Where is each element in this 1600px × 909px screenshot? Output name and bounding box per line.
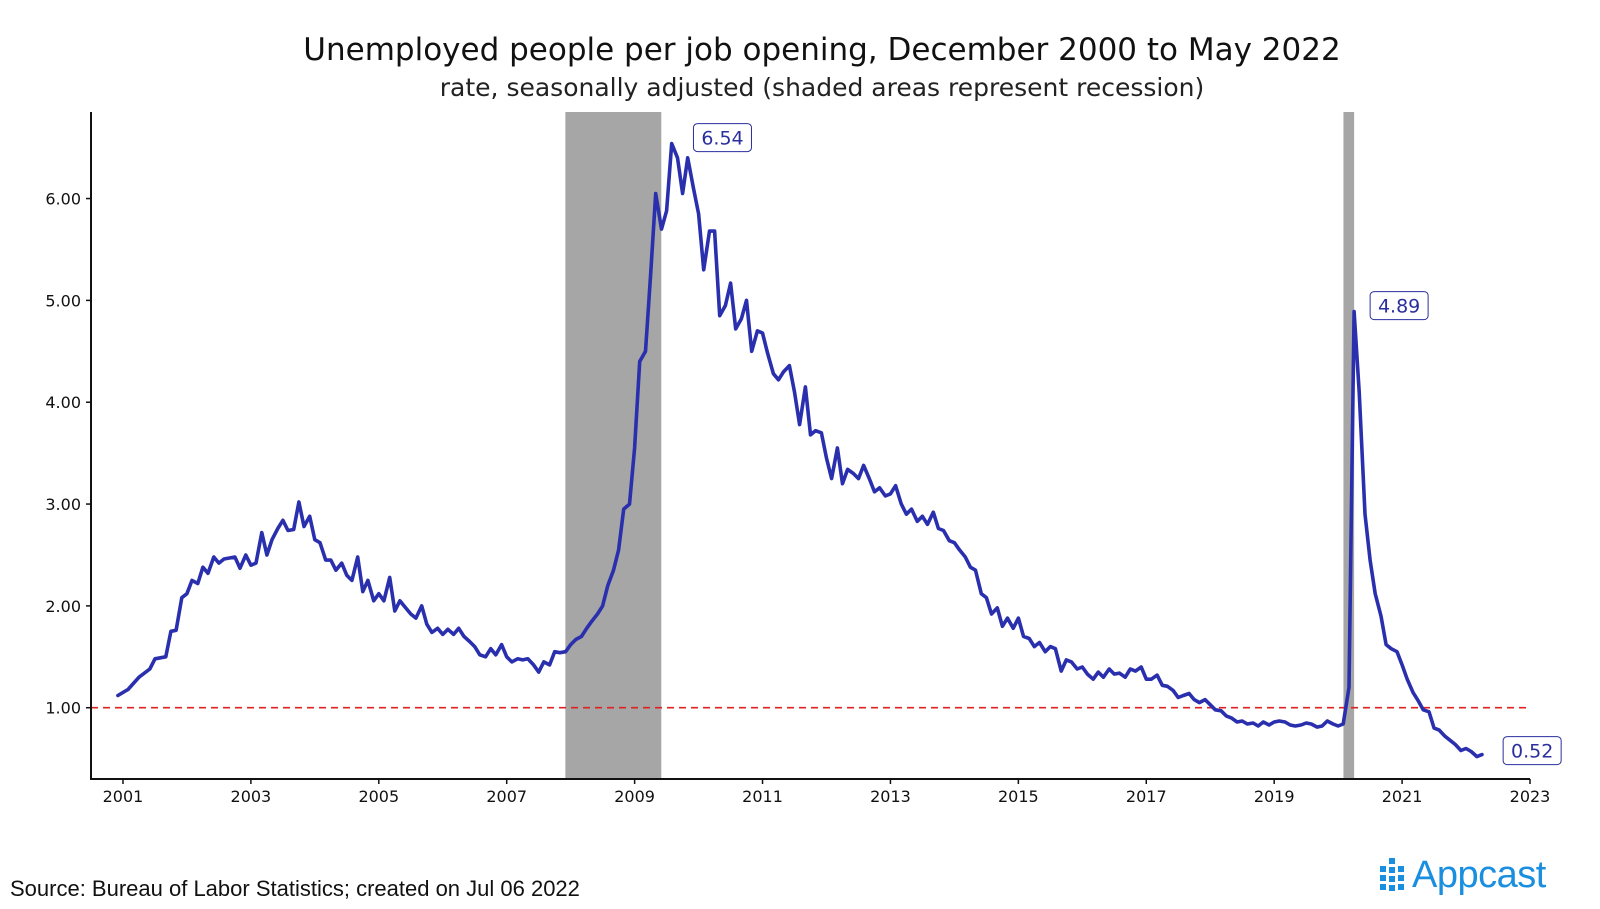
y-tick-label: 4.00 [45,393,81,412]
x-tick-label: 2001 [103,787,144,806]
data-label: 4.89 [1370,292,1428,320]
recession-band-1 [565,112,661,779]
x-tick-label: 2009 [614,787,655,806]
y-tick-label: 5.00 [45,291,81,310]
x-tick-label: 2023 [1510,787,1551,806]
chart-title: Unemployed people per job opening, Decem… [303,32,1340,68]
series-group [118,144,1482,757]
data-label-text: 4.89 [1378,296,1420,318]
x-tick-label: 2003 [231,787,272,806]
y-tick-label: 1.00 [45,699,81,718]
x-tick-label: 2015 [998,787,1039,806]
y-tick-label: 6.00 [45,190,81,209]
data-label: 0.52 [1503,737,1561,765]
x-tick-label: 2007 [486,787,527,806]
brand-logo: Appcast [1380,854,1546,897]
x-tick-label: 2021 [1382,787,1423,806]
x-tick-label: 2005 [358,787,399,806]
axes: 1.00 2.00 3.00 4.00 5.00 6.00 2001 2003 2005 2007… [45,112,1550,806]
recession-shading [565,112,1354,779]
data-label: 6.54 [693,124,751,152]
x-tick-label: 2017 [1126,787,1167,806]
appcast-dots-logo-icon [1380,858,1406,894]
series-line-1 [118,144,1482,757]
y-tick-label: 3.00 [45,495,81,514]
x-tick-label: 2011 [742,787,783,806]
source-note: Source: Bureau of Labor Statistics; crea… [10,876,580,902]
brand-name: Appcast [1412,854,1546,897]
x-tick-label: 2013 [870,787,911,806]
y-tick-label: 2.00 [45,597,81,616]
data-label-text: 6.54 [701,128,743,150]
chart-subtitle: rate, seasonally adjusted (shaded areas … [440,73,1204,102]
x-tick-label: 2019 [1254,787,1295,806]
data-label-text: 0.52 [1511,741,1553,763]
